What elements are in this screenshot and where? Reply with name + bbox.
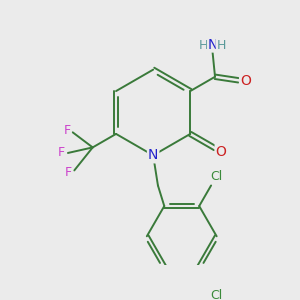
- Text: H: H: [217, 39, 226, 52]
- Text: O: O: [240, 74, 251, 88]
- Text: F: F: [58, 146, 65, 160]
- Text: Cl: Cl: [210, 290, 222, 300]
- Text: N: N: [148, 148, 158, 162]
- Text: F: F: [65, 166, 72, 178]
- Text: N: N: [208, 38, 218, 52]
- Text: Cl: Cl: [210, 170, 222, 183]
- Text: F: F: [63, 124, 70, 137]
- Text: H: H: [199, 39, 208, 52]
- Text: O: O: [216, 145, 226, 159]
